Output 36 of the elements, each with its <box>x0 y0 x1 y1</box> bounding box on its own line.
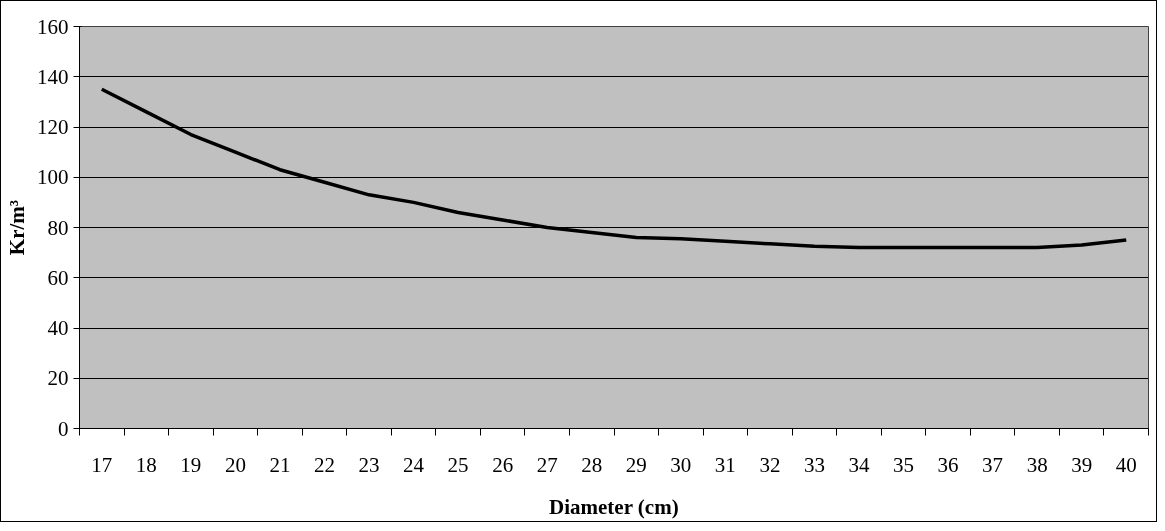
x-tick-label: 18 <box>135 452 157 477</box>
x-tick-label: 33 <box>803 452 825 477</box>
y-tick-label: 160 <box>37 14 69 39</box>
y-tick-label: 140 <box>37 64 69 89</box>
x-tick-label: 27 <box>536 452 558 477</box>
y-axis-title: Kr/m³ <box>5 199 29 256</box>
x-tick-label: 40 <box>1115 452 1137 477</box>
x-tick-label: 19 <box>180 452 202 477</box>
x-tick-label: 21 <box>269 452 291 477</box>
y-tick-label: 60 <box>47 265 69 290</box>
y-tick-label: 40 <box>47 316 69 340</box>
y-tick-label: 20 <box>47 366 69 391</box>
y-tick-label: 100 <box>37 165 69 190</box>
x-tick-label: 38 <box>1026 452 1048 477</box>
x-tick-label: 24 <box>403 452 425 477</box>
x-tick-label: 39 <box>1071 452 1093 477</box>
x-tick-label: 20 <box>224 452 246 477</box>
x-tick-label: 22 <box>313 452 335 477</box>
y-tick-label: 120 <box>37 115 69 139</box>
x-tick-label: 34 <box>848 452 870 477</box>
x-tick-label: 30 <box>670 452 692 477</box>
x-tick-label: 35 <box>893 452 915 477</box>
x-axis-title: Diameter (cm) <box>549 494 679 519</box>
x-tick-label: 26 <box>492 452 514 477</box>
x-tick-label: 25 <box>447 452 469 477</box>
x-tick-label: 23 <box>358 452 380 477</box>
x-tick-label: 17 <box>91 452 113 477</box>
y-tick-label: 0 <box>58 416 69 441</box>
y-tick-label: 80 <box>47 215 69 240</box>
x-tick-label: 32 <box>759 452 781 477</box>
line-series <box>100 87 1128 250</box>
x-tick-label: 29 <box>625 452 647 477</box>
x-tick-label: 37 <box>982 452 1004 477</box>
x-tick-label: 36 <box>937 452 959 477</box>
x-tick-label: 28 <box>581 452 603 477</box>
x-tick-label: 31 <box>714 452 736 477</box>
